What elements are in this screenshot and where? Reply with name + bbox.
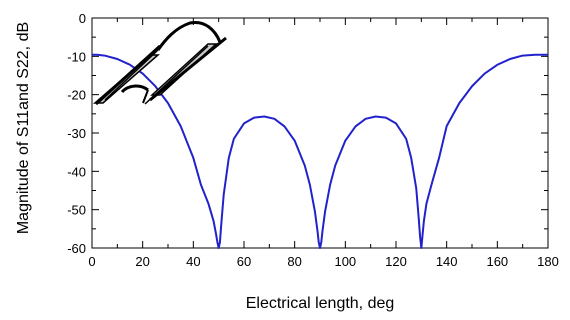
y-tick-label: -40 [67, 164, 86, 179]
y-tick-label: -30 [67, 126, 86, 141]
x-tick-label: 80 [287, 254, 301, 269]
x-tick-label: 100 [334, 254, 356, 269]
series-line-0 [92, 53, 548, 249]
y-tick-label: -60 [67, 241, 86, 256]
y-axis-title: Magnitude of S11and S22, dB [15, 22, 32, 234]
x-tick-label: 40 [186, 254, 200, 269]
x-tick-label: 140 [436, 254, 458, 269]
coupled-transmission-lines-icon [93, 20, 227, 106]
x-axis-title: Electrical length, deg [246, 295, 395, 312]
y-tick-label: -50 [67, 203, 86, 218]
plot-area [91, 17, 549, 249]
y-tick-label: 0 [79, 11, 86, 26]
x-tick-label: 60 [237, 254, 251, 269]
x-tick-label: 0 [88, 254, 95, 269]
x-tick-label: 120 [385, 254, 407, 269]
y-tick-label: -20 [67, 88, 86, 103]
y-tick-label: -10 [67, 49, 86, 64]
x-tick-label: 180 [537, 254, 559, 269]
ticks-layer: 0 20 40 60 80 100 120 140 160 180 0 -10 -20 -30 -40 -50… [67, 11, 559, 269]
series-layer [92, 53, 548, 249]
x-tick-label: 20 [135, 254, 149, 269]
x-tick-label: 160 [486, 254, 508, 269]
